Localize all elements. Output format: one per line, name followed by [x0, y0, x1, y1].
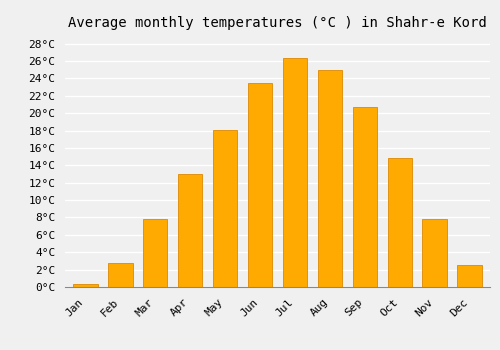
- Bar: [352, 107, 377, 287]
- Bar: [108, 262, 132, 287]
- Bar: [388, 159, 412, 287]
- Bar: [282, 58, 307, 287]
- Bar: [422, 219, 447, 287]
- Bar: [458, 265, 482, 287]
- Bar: [143, 219, 168, 287]
- Bar: [318, 70, 342, 287]
- Bar: [178, 174, 203, 287]
- Bar: [73, 285, 98, 287]
- Bar: [248, 83, 272, 287]
- Title: Average monthly temperatures (°C ) in Shahr-e Kord: Average monthly temperatures (°C ) in Sh…: [68, 16, 487, 30]
- Bar: [213, 130, 238, 287]
